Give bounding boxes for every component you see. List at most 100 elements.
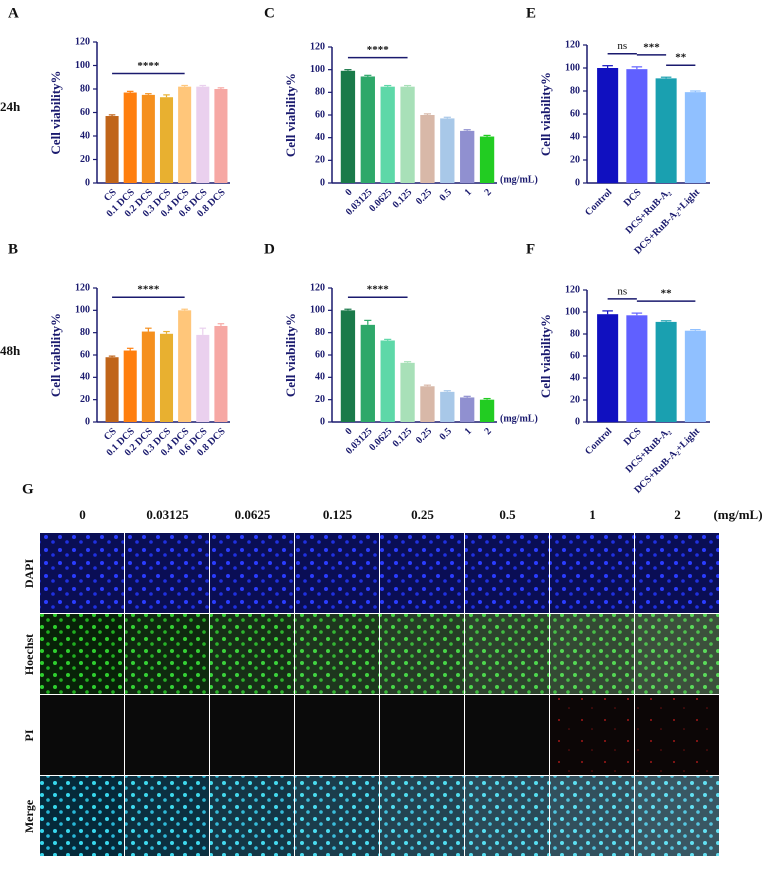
micrograph — [40, 776, 124, 856]
bar — [626, 69, 648, 183]
unit-label: (mg/mL) — [713, 507, 762, 522]
y-tick-label: 60 — [315, 349, 325, 360]
column-label: 0.0625 — [235, 507, 271, 522]
significance-label: ns — [617, 285, 627, 297]
row-label: DAPI — [22, 559, 36, 589]
row-label: Merge — [22, 799, 36, 833]
bar — [360, 76, 375, 183]
bar — [141, 331, 155, 422]
micrograph — [125, 776, 209, 856]
micrograph — [635, 695, 719, 775]
y-axis-title: Cell viability% — [538, 314, 553, 398]
y-tick-label: 80 — [570, 328, 580, 339]
bar — [214, 325, 228, 422]
bar — [178, 310, 192, 422]
row-label: Hoechst — [22, 634, 36, 675]
micrograph — [210, 614, 294, 694]
y-tick-label: 120 — [310, 282, 325, 293]
y-tick-label: 60 — [315, 109, 325, 120]
panel-label: D — [264, 241, 275, 257]
bar — [178, 86, 192, 183]
bar — [626, 315, 648, 422]
y-axis-title: Cell viability% — [283, 73, 298, 157]
panel-label: B — [8, 241, 18, 257]
x-tick-label: DCS — [622, 187, 644, 209]
row-label: PI — [22, 729, 36, 741]
y-tick-label: 100 — [310, 64, 325, 75]
micrograph — [380, 695, 464, 775]
bar — [684, 330, 706, 422]
y-tick-label: 0 — [85, 177, 90, 188]
micrograph — [635, 614, 719, 694]
column-label: 0.125 — [323, 507, 353, 522]
bar — [360, 324, 375, 422]
y-tick-label: 20 — [315, 394, 325, 405]
micrograph — [465, 695, 549, 775]
micrograph — [380, 533, 464, 613]
bar — [597, 314, 619, 422]
y-axis-title: Cell viability% — [283, 313, 298, 397]
micrograph — [295, 695, 379, 775]
y-tick-label: 100 — [565, 62, 580, 73]
column-label: 0.03125 — [146, 507, 189, 522]
x-tick-label: 0.25 — [414, 426, 434, 446]
significance-label: ns — [617, 40, 627, 52]
micrograph — [210, 776, 294, 856]
y-tick-label: 40 — [80, 372, 90, 383]
significance-label: **** — [367, 44, 390, 56]
y-tick-label: 100 — [75, 60, 90, 71]
bar — [123, 92, 137, 183]
x-tick-label: 0.0625 — [367, 187, 394, 214]
micrograph — [125, 695, 209, 775]
significance-label: **** — [367, 284, 390, 296]
bar — [460, 130, 475, 183]
x-tick-label: 2 — [482, 187, 493, 198]
y-tick-label: 0 — [575, 177, 580, 188]
micrograph — [550, 533, 634, 613]
column-label: 0.25 — [411, 507, 434, 522]
column-label: 0.5 — [499, 507, 516, 522]
bar — [655, 78, 677, 183]
y-tick-label: 120 — [565, 284, 580, 295]
bar — [400, 86, 415, 183]
y-tick-label: 40 — [80, 130, 90, 141]
bar — [159, 333, 174, 422]
y-tick-label: 0 — [575, 416, 580, 427]
bar — [460, 397, 475, 422]
column-label: 1 — [589, 507, 596, 522]
y-tick-label: 80 — [570, 85, 580, 96]
y-tick-label: 120 — [75, 282, 90, 293]
micrograph — [210, 695, 294, 775]
y-tick-label: 60 — [80, 107, 90, 118]
micrograph — [40, 695, 124, 775]
significance-label: *** — [643, 41, 660, 53]
bar — [196, 334, 210, 422]
bar — [380, 86, 395, 183]
bar — [440, 391, 455, 422]
micrograph — [380, 776, 464, 856]
row-label: 48h — [0, 343, 21, 358]
y-tick-label: 20 — [570, 154, 580, 165]
panel-label: C — [264, 5, 275, 21]
micrograph — [295, 614, 379, 694]
y-tick-label: 0 — [320, 416, 325, 427]
y-tick-label: 20 — [315, 155, 325, 166]
x-tick-label: Control — [583, 426, 614, 457]
column-label: 2 — [674, 507, 681, 522]
y-tick-label: 80 — [315, 87, 325, 98]
micrograph — [125, 533, 209, 613]
y-axis-title: Cell viability% — [48, 70, 63, 154]
x-tick-label: 0.125 — [391, 426, 415, 450]
bar — [440, 118, 455, 183]
x-tick-label: 0.25 — [414, 187, 434, 207]
column-label: 0 — [79, 507, 86, 522]
micrograph — [380, 614, 464, 694]
panel-label: A — [8, 5, 19, 21]
bar — [597, 68, 619, 183]
y-tick-label: 100 — [310, 305, 325, 316]
bar — [340, 70, 356, 183]
x-tick-label: 2 — [482, 426, 493, 437]
y-tick-label: 60 — [570, 108, 580, 119]
significance-label: ** — [661, 288, 673, 300]
